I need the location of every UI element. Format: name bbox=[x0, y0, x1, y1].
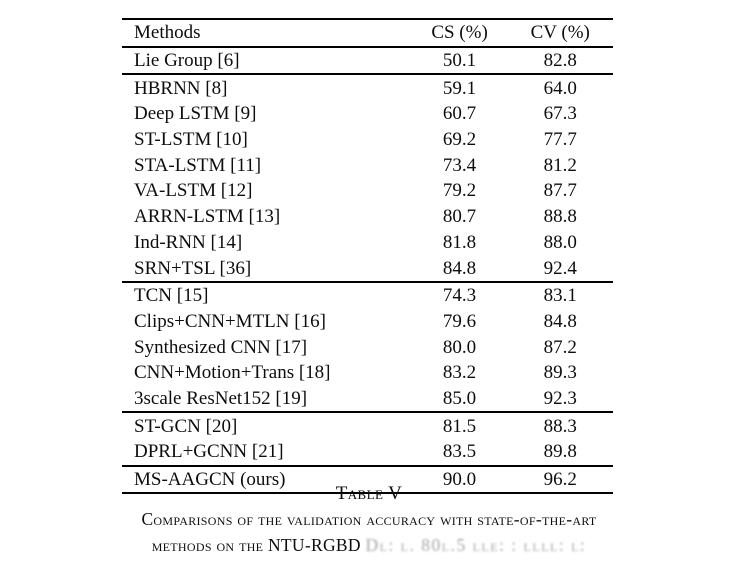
table-row: Lie Group [6] 50.1 82.8 bbox=[122, 47, 613, 75]
table-row: SRN+TSL [36] 84.8 92.4 bbox=[122, 255, 613, 282]
cv-value-cell: 82.8 bbox=[543, 50, 577, 72]
method-cell: Clips+CNN+MTLN [16] bbox=[134, 310, 326, 332]
table-row: HBRNN [8] 59.1 64.0 bbox=[122, 74, 613, 101]
method-cell: CNN+Motion+Trans [18] bbox=[134, 362, 331, 384]
table-row: DPRL+GCNN [21] 83.5 89.8 bbox=[122, 439, 613, 466]
cs-value-cell: 60.7 bbox=[442, 103, 477, 125]
table-group: HBRNN [8] 59.1 64.0 Deep LSTM [9] 60.7 67.3 ST… bbox=[122, 74, 613, 282]
cv-value-cell: 88.0 bbox=[543, 231, 577, 253]
results-table-grid: Methods CS (%) CV (%) Lie Group [6] 50.1 8… bbox=[122, 18, 613, 495]
method-cell: ST-GCN [20] bbox=[134, 415, 238, 437]
table-row: STA-LSTM [11] 73.4 81.2 bbox=[122, 152, 613, 178]
method-cell: MS-AAGCN (ours) bbox=[134, 469, 286, 491]
cs-value-cell: 80.7 bbox=[442, 206, 477, 228]
cv-value-cell: 89.8 bbox=[543, 441, 577, 463]
table-row: CNN+Motion+Trans [18] 83.2 89.3 bbox=[122, 360, 613, 386]
cv-value-cell: 84.8 bbox=[543, 310, 577, 332]
cv-value-cell: 88.8 bbox=[543, 206, 577, 228]
method-cell: DPRL+GCNN [21] bbox=[134, 441, 284, 463]
cs-value-cell: 83.5 bbox=[442, 441, 477, 463]
cv-value-cell: 64.0 bbox=[543, 77, 577, 99]
table-group: MS-AAGCN (ours) 90.0 96.2 bbox=[122, 465, 613, 494]
method-cell: ARRN-LSTM [13] bbox=[134, 206, 281, 228]
method-cell: TCN [15] bbox=[134, 285, 209, 307]
column-header-methods: Methods bbox=[134, 22, 201, 44]
cv-value-cell: 77.7 bbox=[543, 129, 577, 151]
cv-value-cell: 87.7 bbox=[543, 180, 577, 202]
cs-value-cell: 81.5 bbox=[442, 415, 477, 437]
caption-line2-prefix: methods on the NTU-RGBD bbox=[151, 535, 366, 555]
method-cell: Lie Group [6] bbox=[134, 50, 240, 72]
method-cell: Deep LSTM [9] bbox=[134, 103, 257, 125]
table-group: ST-GCN [20] 81.5 88.3 DPRL+GCNN [21] 83.5 89.… bbox=[122, 412, 613, 465]
cs-value-cell: 85.0 bbox=[442, 387, 477, 409]
method-cell: STA-LSTM [11] bbox=[134, 154, 262, 176]
table-row: ST-GCN [20] 81.5 88.3 bbox=[122, 412, 613, 439]
table-row: 3scale ResNet152 [19] 85.0 92.3 bbox=[122, 386, 613, 413]
caption-line1: Comparisons of the validation accuracy w… bbox=[141, 509, 597, 529]
table-row: MS-AAGCN (ours) 90.0 96.2 bbox=[122, 466, 613, 494]
cv-value-cell: 96.2 bbox=[543, 469, 577, 491]
cs-value-cell: 73.4 bbox=[442, 154, 477, 176]
caption-line2: methods on the NTU-RGBD Dl: l. 80l.5 lle… bbox=[152, 535, 587, 555]
table-row: ST-LSTM [10] 69.2 77.7 bbox=[122, 127, 613, 153]
cv-value-cell: 88.3 bbox=[543, 415, 577, 437]
results-table: Methods CS (%) CV (%) Lie Group [6] 50.1 8… bbox=[122, 18, 613, 495]
cv-value-cell: 92.4 bbox=[543, 257, 577, 279]
cs-value-cell: 50.1 bbox=[442, 50, 477, 72]
cs-value-cell: 80.0 bbox=[442, 336, 477, 358]
method-cell: VA-LSTM [12] bbox=[134, 180, 253, 202]
method-cell: Synthesized CNN [17] bbox=[134, 336, 308, 358]
header-row: Methods CS (%) CV (%) bbox=[122, 19, 613, 47]
cv-value-cell: 92.3 bbox=[543, 387, 577, 409]
cs-value-cell: 90.0 bbox=[442, 469, 477, 491]
table-caption: Comparisons of the validation accuracy w… bbox=[0, 506, 738, 558]
cv-value-cell: 89.3 bbox=[543, 362, 577, 384]
cs-value-cell: 83.2 bbox=[442, 362, 477, 384]
cs-value-cell: 79.2 bbox=[442, 180, 477, 202]
cs-value-cell: 84.8 bbox=[442, 257, 477, 279]
table-row: Deep LSTM [9] 60.7 67.3 bbox=[122, 101, 613, 127]
cv-value-cell: 83.1 bbox=[543, 285, 577, 307]
method-cell: SRN+TSL [36] bbox=[134, 257, 252, 279]
table-number-label: Table V bbox=[335, 483, 403, 504]
cs-value-cell: 59.1 bbox=[442, 77, 477, 99]
table-row: TCN [15] 74.3 83.1 bbox=[122, 282, 613, 309]
method-cell: HBRNN [8] bbox=[134, 77, 228, 99]
column-header-cv: CV (%) bbox=[530, 22, 590, 44]
table-row: ARRN-LSTM [13] 80.7 88.8 bbox=[122, 204, 613, 230]
method-cell: ST-LSTM [10] bbox=[134, 129, 248, 151]
cv-value-cell: 87.2 bbox=[543, 336, 577, 358]
cv-value-cell: 81.2 bbox=[543, 154, 577, 176]
caption-faded-fragment: Dl: l. 80l.5 lle: : llll: l: bbox=[365, 535, 587, 555]
table-group: TCN [15] 74.3 83.1 Clips+CNN+MTLN [16] 79.6 8… bbox=[122, 281, 613, 413]
table-row: Ind-RNN [14] 81.8 88.0 bbox=[122, 230, 613, 256]
table-group: Lie Group [6] 50.1 82.8 bbox=[122, 46, 613, 75]
table-header: Methods CS (%) CV (%) bbox=[122, 19, 613, 47]
method-cell: Ind-RNN [14] bbox=[134, 231, 243, 253]
method-cell: 3scale ResNet152 [19] bbox=[134, 387, 308, 409]
table-row: Synthesized CNN [17] 80.0 87.2 bbox=[122, 334, 613, 360]
table-row: Clips+CNN+MTLN [16] 79.6 84.8 bbox=[122, 309, 613, 335]
cs-value-cell: 69.2 bbox=[442, 129, 477, 151]
cs-value-cell: 74.3 bbox=[442, 285, 477, 307]
cv-value-cell: 67.3 bbox=[543, 103, 577, 125]
table-row: VA-LSTM [12] 79.2 87.7 bbox=[122, 178, 613, 204]
column-header-cs: CS (%) bbox=[431, 22, 488, 44]
cs-value-cell: 81.8 bbox=[442, 231, 477, 253]
cs-value-cell: 79.6 bbox=[442, 310, 477, 332]
